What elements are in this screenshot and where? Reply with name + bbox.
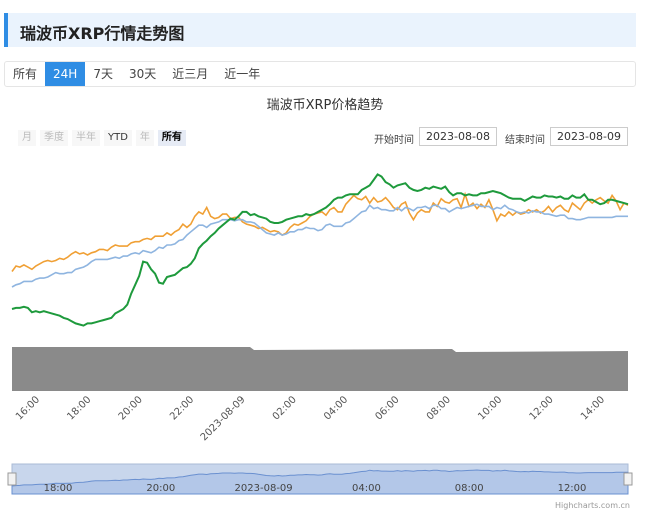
- price-chart: 16:00 18:00 20:00 22:00 2023-08-09 02:00 04:00…: [7, 173, 633, 495]
- tab-3m[interactable]: 近三月: [172, 67, 209, 81]
- range-all-button[interactable]: 所有: [157, 130, 186, 146]
- navigator-tick-label: 18:00: [44, 483, 73, 494]
- navigator-series: [11, 469, 629, 495]
- x-tick-label: 2023-08-09: [199, 394, 248, 443]
- page-header: 瑞波币XRP行情走势图: [4, 13, 636, 47]
- navigator-tick-label: 12:00: [558, 483, 587, 494]
- date-from-input[interactable]: 2023-08-08: [419, 127, 497, 146]
- range-selector-buttons: 月 季度 半年 YTD 年 所有: [18, 130, 186, 146]
- tab-7d[interactable]: 7天: [93, 67, 113, 81]
- x-tick-label: 06:00: [374, 394, 402, 422]
- range-month-button[interactable]: 月: [18, 130, 36, 146]
- volume-area: [12, 347, 628, 391]
- date-to-label: 结束时间: [505, 135, 545, 146]
- x-tick-label: 08:00: [425, 394, 453, 422]
- period-tabs: 所有 24H 7天 30天 近三月 近一年: [4, 61, 636, 87]
- chart-credit: Highcharts.com.cn: [555, 501, 630, 510]
- x-tick-label: 16:00: [14, 394, 42, 422]
- date-to-input[interactable]: 2023-08-09: [550, 127, 628, 146]
- page-title: 瑞波币XRP行情走势图: [20, 24, 185, 43]
- price-lines: [11, 173, 629, 327]
- x-tick-label: 18:00: [65, 394, 93, 422]
- date-from-label: 开始时间: [374, 135, 414, 146]
- tab-30d[interactable]: 30天: [128, 67, 157, 81]
- x-tick-label: 02:00: [271, 394, 299, 422]
- navigator-tick-label: 04:00: [352, 483, 381, 494]
- navigator-ticks: 18:00 20:00 2023-08-09 04:00 08:00 12:00: [44, 483, 587, 494]
- x-tick-label: 04:00: [322, 394, 350, 422]
- series-line-1: [11, 203, 628, 288]
- tab-24h[interactable]: 24H: [45, 62, 86, 86]
- x-tick-label: 10:00: [476, 394, 504, 422]
- navigator-tick-label: 08:00: [455, 483, 484, 494]
- navigator[interactable]: 18:00 20:00 2023-08-09 04:00 08:00 12:00: [7, 463, 633, 495]
- series-line-2: [11, 173, 629, 327]
- x-axis-ticks: 16:00 18:00 20:00 22:00 2023-08-09 02:00 04:00…: [14, 394, 607, 443]
- navigator-tick-label: 2023-08-09: [235, 483, 293, 494]
- navigator-tick-label: 20:00: [146, 483, 175, 494]
- x-tick-label: 12:00: [528, 394, 556, 422]
- tab-all[interactable]: 所有: [13, 67, 38, 81]
- range-halfyear-button[interactable]: 半年: [72, 130, 100, 146]
- tab-1y[interactable]: 近一年: [224, 67, 261, 81]
- chart-title: 瑞波币XRP价格趋势: [266, 98, 384, 113]
- navigator-right-handle[interactable]: [623, 472, 633, 486]
- x-tick-label: 14:00: [579, 394, 607, 422]
- x-tick-label: 22:00: [168, 394, 196, 422]
- range-year-button[interactable]: 年: [135, 130, 154, 146]
- range-ytd-button[interactable]: YTD: [104, 130, 132, 146]
- navigator-left-handle[interactable]: [7, 472, 17, 486]
- x-tick-label: 20:00: [117, 394, 145, 422]
- range-quarter-button[interactable]: 季度: [40, 130, 68, 146]
